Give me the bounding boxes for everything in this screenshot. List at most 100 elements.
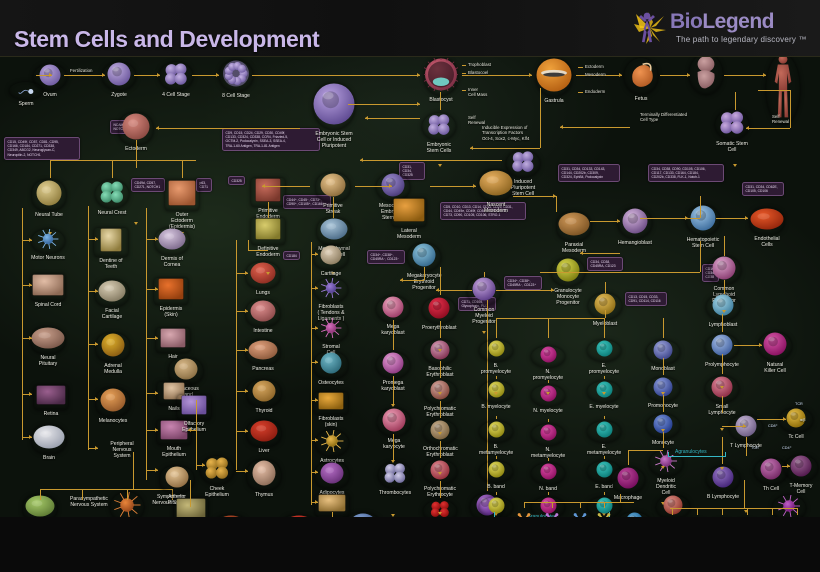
connector-label: Blastocoel: [468, 70, 489, 75]
connector-line: [146, 393, 158, 394]
connector-line: [524, 502, 525, 508]
cell-illustration: [422, 297, 456, 324]
muscle-child-cardiac: Cardiac Muscle: [214, 515, 248, 517]
connector-line: [734, 345, 762, 346]
cell-illustration: [247, 380, 281, 407]
node-label: Thrombocytes: [378, 490, 412, 496]
granulocyte-n-0: N. promyelocyte: [531, 346, 565, 381]
connector-line: [88, 239, 98, 240]
node-label: Embryonic Stem Cells: [426, 142, 452, 155]
footer-band: [0, 517, 820, 572]
connector-line: [560, 127, 630, 128]
msc-child-cartilage: Cartilage: [314, 245, 348, 277]
node-label: Cheek Epithelium: [205, 486, 229, 499]
endoderm-lungs: Lungs: [246, 262, 280, 296]
endoderm-intestine: Intestine: [246, 300, 280, 334]
connector-line: [440, 267, 441, 295]
cell-illustration: [314, 392, 348, 415]
cell-illustration: [611, 467, 645, 494]
cell-illustration: [646, 377, 680, 402]
neural-tube-child-spinal_cord: Spinal Cord: [31, 274, 65, 308]
connector-arrow: [29, 392, 32, 397]
connector-arrow: [156, 126, 159, 131]
node-label: Paraxial Mesoderm: [561, 242, 587, 255]
connector-arrow: [188, 428, 191, 433]
connector-line: [332, 512, 333, 517]
antibody-iga: IgA: [538, 512, 566, 517]
cell-illustration: [32, 425, 66, 454]
connector-arrow: [438, 164, 443, 167]
cell-illustration: [119, 113, 153, 145]
connector-arrow: [438, 392, 443, 395]
msc-child-osteocytes: Osteocytes: [314, 352, 348, 386]
connector-label: Inducible Expression of Transcription Fac…: [482, 125, 530, 141]
connector-line: [540, 88, 541, 148]
connector-arrow: [482, 331, 487, 334]
connector-arrow: [95, 446, 98, 451]
cell-illustration: [772, 494, 806, 517]
connector-line: [88, 399, 98, 400]
connector-line: [722, 396, 723, 413]
msc-child-stromal: StromalCell: [314, 317, 348, 356]
endoderm-definitive_endoderm: Definitive Endoderm: [251, 218, 285, 258]
node-label: Neural Tube: [35, 212, 63, 218]
connector-line: [716, 218, 748, 219]
cell-illustration: [165, 180, 199, 211]
connector-line: [462, 75, 532, 76]
cell-illustration: [154, 278, 188, 305]
connector-label: Inner: [468, 87, 479, 92]
connector-arrow: [745, 216, 748, 221]
connector-line: [440, 92, 441, 110]
node-label: Hair: [168, 354, 178, 360]
marker-box-endothelial_markers: CD31, CD34, CD62E, CD105, CD106: [742, 182, 784, 196]
ectoderm-neural_tube: Neural Tube: [32, 180, 66, 218]
megakaryocyte-line-thrombocytes: Thrombocytes: [378, 462, 412, 496]
connector-line: [746, 437, 747, 456]
node-label: Monoblast: [646, 366, 680, 372]
node-label: Granulocyte Monocyte Progenitor: [554, 288, 582, 307]
node-label: Fibroblasts( Tendons & Ligaments ): [317, 304, 345, 323]
node-label: Pancreas: [252, 366, 274, 372]
cell-illustration: [378, 462, 412, 489]
connector-arrow: [546, 392, 551, 395]
connector-line: [548, 318, 549, 338]
connector-arrow: [216, 73, 219, 78]
cell-illustration: [479, 421, 513, 443]
connector-line: [112, 160, 113, 178]
connector-line: [552, 502, 553, 508]
connector-label: Self Renewal: [468, 115, 486, 126]
connector-arrow: [744, 510, 749, 513]
mesoderm-paraxial_meso: Paraxial Mesoderm: [557, 212, 591, 254]
mesoderm-mesendo_esc: Mesodermal Embryonic Stem Cell: [376, 173, 410, 222]
monocyte-line-promonocyte: Promonocyte: [646, 377, 680, 409]
connector-line: [604, 456, 605, 459]
connector-line: [190, 480, 191, 507]
node-label: Facial Cartilage: [101, 308, 123, 321]
marker-box-hsc_markers: CD34, CD38, CD90, CD105, CD106, CD117, CD…: [648, 164, 724, 183]
embryo-fetus: Fetus: [624, 58, 658, 102]
node-label: OlfactoryEpithelium: [182, 421, 206, 433]
cell-illustration: [214, 515, 248, 517]
connector-line: [663, 318, 664, 338]
endoderm-thymus: Thymus: [247, 460, 281, 498]
cell-illustration: [31, 327, 65, 354]
cell-illustration: [377, 408, 411, 437]
cell-illustration: [247, 420, 281, 447]
neural-crest-child-facial_cartilage: Facial Cartilage: [95, 280, 129, 320]
connector-label: Ectoderm: [585, 64, 604, 69]
cell-illustration: [155, 228, 189, 255]
connector-arrow: [661, 392, 666, 395]
node-label: Dermis of Cornea: [161, 256, 183, 269]
connector-line: [88, 291, 98, 292]
node-label: Hemangioblast: [618, 240, 652, 246]
cell-illustration: [689, 57, 723, 95]
node-label: B. metamyelocyte: [479, 444, 514, 457]
antibody-igg: IgG: [566, 512, 594, 517]
cell-illustration: [96, 333, 130, 362]
cell-illustration: [169, 358, 203, 385]
connector-line: [22, 240, 32, 241]
cell-illustration: [346, 513, 380, 517]
pns-child-sympathetic: Sympathetic Nervous System: [148, 493, 194, 506]
connector-arrow: [155, 468, 158, 473]
node-label: Brain: [43, 455, 55, 461]
